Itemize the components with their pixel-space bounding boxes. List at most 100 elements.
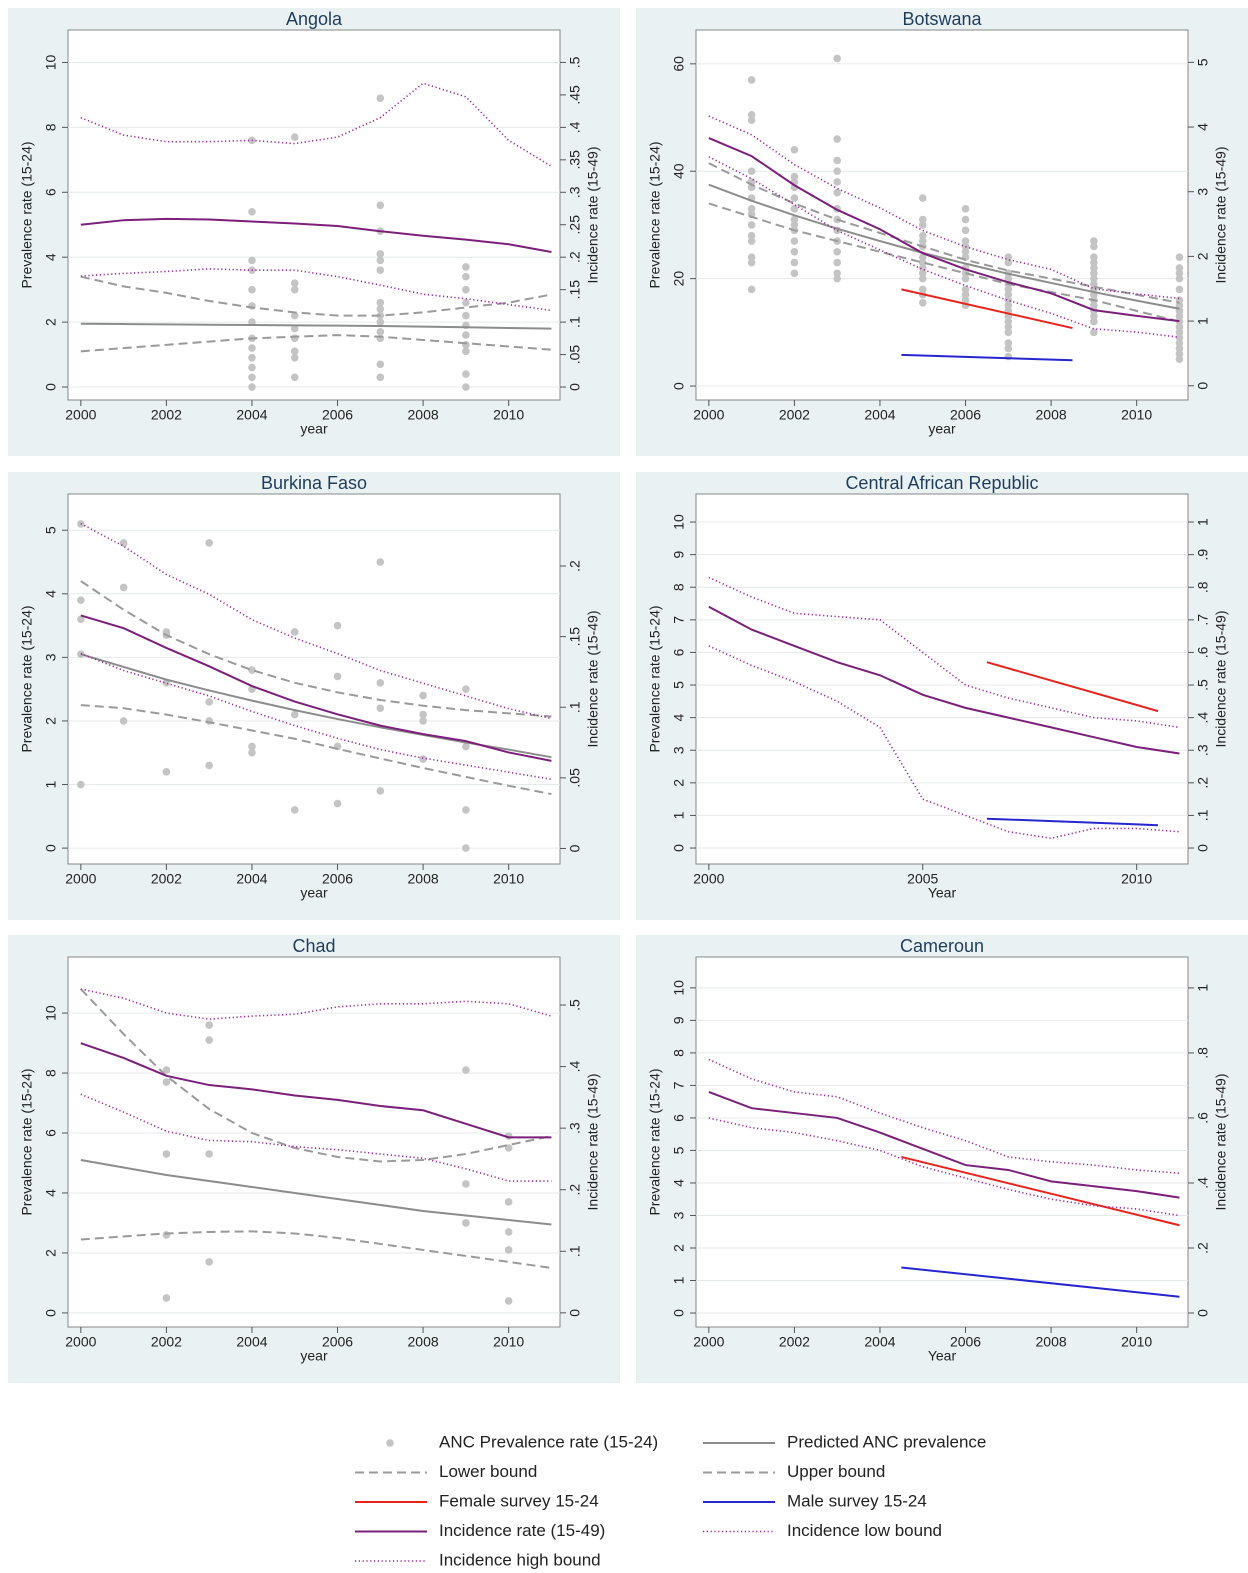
x-tick-label: 2004 — [236, 871, 267, 887]
data-point — [462, 742, 470, 751]
data-point — [162, 1294, 171, 1302]
series-line — [80, 334, 552, 353]
data-point — [119, 583, 128, 592]
data-point — [1090, 253, 1098, 261]
data-point — [961, 205, 970, 213]
data-point — [918, 253, 927, 261]
series-line — [708, 202, 1180, 323]
y-tick-label: 9 — [671, 1016, 687, 1024]
y-tick-label: 4 — [43, 253, 59, 261]
data-point — [376, 328, 385, 336]
data-point — [747, 258, 756, 267]
chart-title: Cameroun — [900, 936, 984, 956]
y2-tick-label: .35 — [567, 150, 583, 170]
y2-tick-label: .4 — [1195, 712, 1211, 724]
y-tick-label: 8 — [43, 1069, 59, 1077]
series-line — [901, 353, 1073, 362]
data-point — [248, 256, 256, 265]
chart-title: Central African Republic — [845, 473, 1038, 493]
y-tick-label: 8 — [671, 583, 687, 591]
series-line — [708, 1090, 1180, 1199]
data-point — [248, 285, 256, 294]
data-point — [961, 226, 970, 235]
data-point — [248, 344, 256, 352]
data-point — [918, 269, 927, 278]
data-point — [205, 1258, 213, 1266]
series-line — [80, 988, 552, 1020]
legend-label: Male survey 15-24 — [787, 1491, 927, 1510]
x-tick-label: 2002 — [151, 1334, 182, 1350]
y2-tick-label: .4 — [567, 1061, 583, 1073]
data-point — [1004, 328, 1013, 337]
data-point — [290, 285, 299, 294]
chart-title: Chad — [292, 936, 335, 956]
data-point — [918, 274, 927, 283]
y2-tick-label: 1 — [1195, 317, 1211, 325]
x-tick-label: 2004 — [864, 407, 895, 423]
y-tick-label: 6 — [43, 1129, 59, 1137]
data-point — [462, 347, 470, 356]
data-point — [918, 299, 927, 307]
data-point — [77, 615, 85, 624]
data-point — [248, 363, 256, 372]
x-tick-label: 2010 — [493, 871, 524, 887]
data-point — [290, 710, 299, 719]
x-tick-label: 2004 — [864, 1334, 895, 1350]
data-point — [1175, 323, 1184, 331]
data-point — [833, 274, 841, 283]
data-point — [419, 717, 427, 725]
data-point — [1175, 339, 1184, 347]
x-axis-label: year — [928, 421, 956, 437]
y-tick-label: 3 — [43, 653, 59, 661]
data-point — [747, 111, 756, 119]
data-point — [205, 1021, 213, 1029]
panel: Angola 0 2 4 6 8 10 0 .05 .1 .15 .2 .25 .3 .35 .4 .45 .5 2… — [8, 8, 620, 456]
data-point — [462, 272, 470, 281]
y-tick-label: 0 — [43, 1309, 59, 1317]
data-point — [747, 221, 756, 229]
data-point — [77, 780, 85, 789]
x-tick-label: 2008 — [408, 407, 439, 423]
y2-tick-label: .8 — [1195, 581, 1211, 593]
data-point — [376, 266, 385, 274]
data-point — [205, 539, 213, 547]
y-tick-label: 4 — [43, 590, 59, 598]
y-tick-label: 1 — [671, 1276, 687, 1284]
data-point — [205, 761, 213, 770]
data-point — [290, 354, 299, 362]
data-point — [205, 1150, 213, 1158]
y-tick-label: 3 — [671, 746, 687, 754]
data-point — [504, 1246, 513, 1254]
data-point — [790, 247, 799, 256]
data-point — [333, 672, 342, 681]
data-point — [747, 205, 756, 213]
y-tick-label: 10 — [43, 1005, 59, 1021]
data-point — [961, 247, 970, 256]
data-point — [248, 207, 256, 216]
y2-axis-label: Incidence rate (15-49) — [1213, 611, 1229, 748]
data-point — [833, 258, 841, 267]
y2-tick-label: 4 — [1195, 123, 1211, 131]
data-point — [961, 237, 970, 245]
x-axis-label: year — [300, 421, 328, 437]
data-point — [333, 621, 342, 630]
data-point — [747, 285, 756, 294]
x-tick-label: 2000 — [693, 871, 724, 887]
data-point — [918, 231, 927, 240]
y2-tick-label: 0 — [1195, 382, 1211, 390]
x-tick-label: 2010 — [1121, 871, 1152, 887]
y2-tick-label: 1 — [1195, 984, 1211, 992]
series-line — [901, 1155, 1180, 1227]
series-line — [901, 288, 1073, 330]
data-point — [1175, 269, 1184, 278]
x-axis-label: Year — [928, 885, 957, 901]
data-point — [162, 1231, 171, 1239]
data-point — [790, 269, 799, 278]
x-tick-label: 2008 — [1036, 407, 1067, 423]
y2-tick-label: .8 — [1195, 1047, 1211, 1059]
y2-tick-label: .3 — [1195, 744, 1211, 756]
series-line — [708, 156, 1180, 339]
series-line — [80, 275, 552, 317]
legend: ANC Prevalence rate (15-24) Predicted ANC… — [355, 1432, 986, 1569]
y2-tick-label: 2 — [1195, 252, 1211, 260]
